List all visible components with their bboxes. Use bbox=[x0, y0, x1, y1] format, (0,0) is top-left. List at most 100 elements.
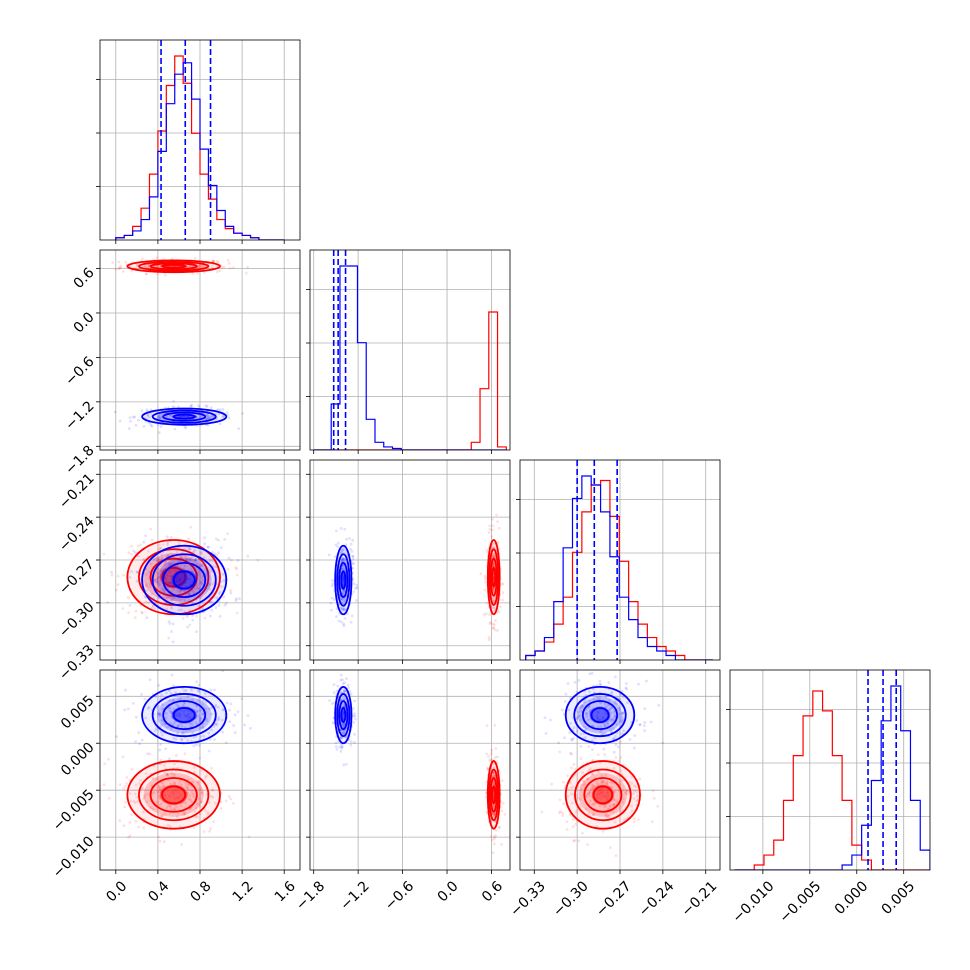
scatter-point bbox=[491, 622, 495, 626]
contour-line bbox=[338, 561, 349, 599]
scatter-point bbox=[204, 573, 208, 576]
scatter-point bbox=[206, 545, 210, 549]
scatter-point bbox=[124, 800, 128, 804]
scatter-point bbox=[492, 812, 496, 816]
scatter-point bbox=[349, 620, 353, 624]
scatter-point bbox=[494, 619, 497, 622]
scatter-point bbox=[493, 628, 497, 632]
scatter-point bbox=[230, 558, 234, 562]
scatter-point bbox=[172, 808, 176, 812]
scatter-point bbox=[223, 537, 227, 541]
scatter-point bbox=[145, 573, 149, 576]
scatter-point bbox=[208, 559, 212, 562]
scatter-point bbox=[128, 416, 132, 420]
scatter-point bbox=[204, 700, 208, 704]
scatter-point bbox=[498, 826, 501, 829]
scatter-point bbox=[166, 540, 170, 544]
scatter-point bbox=[171, 595, 175, 599]
scatter-point bbox=[341, 557, 345, 561]
scatter-point bbox=[579, 805, 583, 809]
scatter-point bbox=[208, 737, 212, 741]
scatter-point bbox=[342, 548, 346, 551]
scatter-point bbox=[197, 604, 201, 608]
data-layer bbox=[734, 670, 930, 870]
scatter-point bbox=[203, 556, 206, 559]
data-layer bbox=[95, 525, 260, 644]
scatter-point bbox=[135, 570, 139, 574]
scatter-point bbox=[226, 567, 230, 571]
scatter-point bbox=[603, 724, 607, 728]
scatter-point bbox=[208, 587, 212, 591]
contour-line bbox=[564, 760, 641, 830]
scatter-point bbox=[340, 620, 344, 624]
scatter-point bbox=[138, 572, 142, 576]
scatter-point bbox=[196, 570, 200, 574]
scatter-point bbox=[355, 583, 359, 587]
scatter-point bbox=[156, 579, 160, 583]
scatter-point bbox=[186, 695, 190, 698]
scatter-point bbox=[590, 787, 594, 791]
scatter-point bbox=[330, 578, 334, 582]
scatter-point bbox=[591, 802, 595, 806]
scatter-point bbox=[340, 598, 344, 602]
scatter-point bbox=[202, 734, 206, 738]
scatter-point bbox=[212, 259, 216, 263]
scatter-point bbox=[235, 611, 239, 615]
scatter-point bbox=[183, 752, 187, 756]
scatter-point bbox=[596, 725, 600, 729]
x-tick-label: 0.000 bbox=[832, 878, 872, 918]
scatter-point bbox=[206, 582, 210, 586]
scatter-point bbox=[199, 552, 203, 556]
scatter-point bbox=[144, 272, 148, 276]
scatter-point bbox=[613, 675, 617, 679]
scatter-point bbox=[102, 783, 106, 787]
scatter-point bbox=[595, 683, 599, 687]
scatter-point bbox=[158, 416, 162, 419]
scatter-point bbox=[180, 737, 183, 741]
contour-line bbox=[336, 693, 351, 738]
scatter-point bbox=[592, 691, 596, 695]
scatter-point bbox=[217, 717, 221, 721]
scatter-point bbox=[157, 557, 161, 560]
scatter-point bbox=[492, 623, 496, 627]
scatter-point bbox=[573, 680, 577, 684]
scatter-point bbox=[217, 592, 221, 595]
scatter-point bbox=[645, 679, 648, 683]
scatter-point bbox=[579, 757, 583, 760]
scatter-point bbox=[203, 692, 207, 696]
scatter-point bbox=[591, 739, 594, 743]
scatter-point bbox=[595, 780, 599, 784]
scatter-point bbox=[598, 804, 602, 808]
scatter-point bbox=[180, 731, 184, 735]
scatter-point bbox=[196, 573, 200, 577]
scatter-point bbox=[173, 808, 177, 811]
scatter-point bbox=[500, 582, 504, 586]
scatter-point bbox=[612, 737, 616, 741]
scatter-point bbox=[615, 702, 619, 706]
scatter-point bbox=[340, 597, 344, 601]
scatter-point bbox=[95, 571, 98, 574]
scatter-point bbox=[211, 415, 215, 418]
scatter-point bbox=[601, 829, 605, 833]
scatter-point bbox=[189, 798, 192, 802]
scatter-point bbox=[222, 265, 226, 269]
scatter-point bbox=[192, 735, 196, 739]
scatter-point bbox=[128, 575, 132, 579]
scatter-point bbox=[191, 555, 194, 559]
scatter-point bbox=[209, 600, 212, 604]
scatter-point bbox=[162, 840, 166, 844]
scatter-point bbox=[176, 724, 180, 728]
scatter-point bbox=[208, 582, 211, 586]
scatter-point bbox=[635, 719, 639, 722]
scatter-point bbox=[577, 678, 581, 682]
scatter-point bbox=[199, 596, 203, 600]
contour-line bbox=[151, 553, 217, 607]
scatter-point bbox=[612, 803, 616, 807]
scatter-point bbox=[135, 264, 139, 267]
scatter-point bbox=[159, 788, 163, 791]
scatter-point bbox=[158, 416, 162, 420]
scatter-point bbox=[216, 538, 220, 542]
scatter-point bbox=[139, 543, 142, 547]
scatter-point bbox=[557, 741, 560, 745]
scatter-point bbox=[586, 706, 590, 709]
